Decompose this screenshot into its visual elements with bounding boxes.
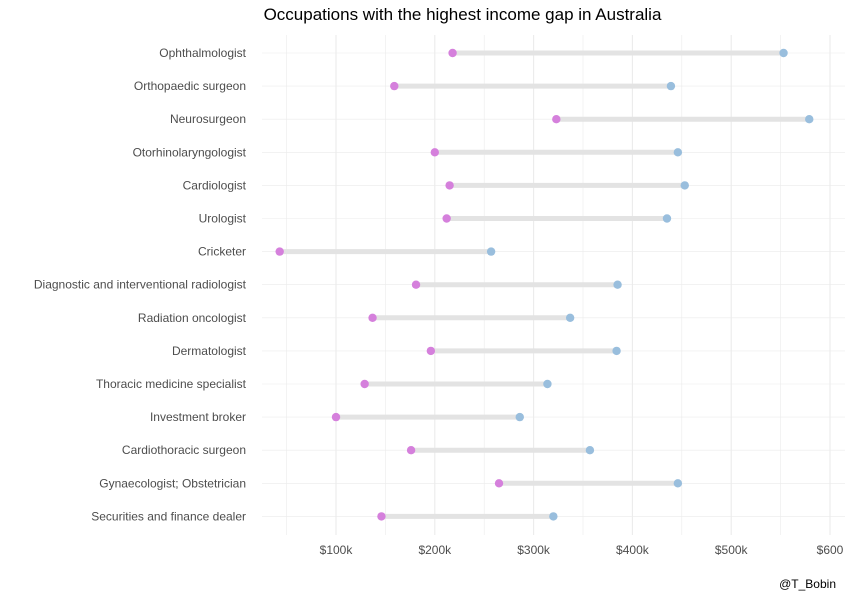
category-label: Thoracic medicine specialist <box>96 377 247 391</box>
x-tick-label: $300k <box>517 543 551 557</box>
points <box>275 48 814 521</box>
low-income-point <box>360 379 369 389</box>
credit-text: @T_Bobin <box>779 577 836 591</box>
x-tick-label: $600 <box>817 543 844 557</box>
low-income-point <box>552 115 561 124</box>
category-label: Ophthalmologist <box>159 46 246 60</box>
x-tick-label: $100k <box>320 543 354 557</box>
high-income-point <box>673 479 683 488</box>
x-tick-label: $500k <box>715 543 749 557</box>
low-income-point <box>442 214 451 223</box>
high-income-point <box>805 115 814 124</box>
segments <box>279 50 810 519</box>
high-income-point <box>486 247 496 256</box>
high-income-point <box>515 412 524 422</box>
category-label: Neurosurgeon <box>170 112 246 126</box>
category-label: Dermatologist <box>172 344 247 358</box>
low-income-point <box>448 48 457 58</box>
high-income-point <box>779 48 788 58</box>
category-label: Otorhinolaryngologist <box>133 145 247 159</box>
chart-title: Occupations with the highest income gap … <box>263 5 662 24</box>
low-income-point <box>377 512 386 521</box>
category-label: Gynaecologist; Obstetrician <box>99 476 246 490</box>
low-income-point <box>331 412 341 422</box>
category-label: Urologist <box>199 212 247 226</box>
high-income-point <box>585 446 595 455</box>
category-label: Radiation oncologist <box>138 311 247 325</box>
high-income-point <box>612 346 621 356</box>
category-label: Cardiologist <box>183 178 247 192</box>
high-income-point <box>662 214 672 223</box>
category-label: Diagnostic and interventional radiologis… <box>34 278 247 292</box>
low-income-point <box>411 280 421 289</box>
x-axis-labels: $100k $200k $300k $400k $500k $600 <box>320 543 844 557</box>
low-income-point <box>390 81 399 91</box>
high-income-point <box>613 280 622 289</box>
high-income-point <box>565 313 575 322</box>
low-income-point <box>368 313 377 322</box>
y-axis-labels: Ophthalmologist Orthopaedic surgeon Neuros… <box>34 46 247 523</box>
low-income-point <box>494 479 504 488</box>
category-label: Cricketer <box>198 245 246 259</box>
low-income-point <box>275 247 284 256</box>
high-income-point <box>543 379 552 389</box>
high-income-point <box>680 181 689 190</box>
low-income-point <box>426 346 436 356</box>
x-tick-label: $200k <box>418 543 452 557</box>
low-income-point <box>445 181 454 190</box>
high-income-point <box>549 512 558 521</box>
category-label: Investment broker <box>150 410 246 424</box>
high-income-point <box>673 148 683 157</box>
category-label: Orthopaedic surgeon <box>134 79 246 93</box>
low-income-point <box>430 148 439 157</box>
category-label: Securities and finance dealer <box>91 509 246 523</box>
high-income-point <box>666 81 676 91</box>
category-label: Cardiothoracic surgeon <box>122 443 246 457</box>
x-tick-label: $400k <box>616 543 650 557</box>
low-income-point <box>406 446 416 455</box>
